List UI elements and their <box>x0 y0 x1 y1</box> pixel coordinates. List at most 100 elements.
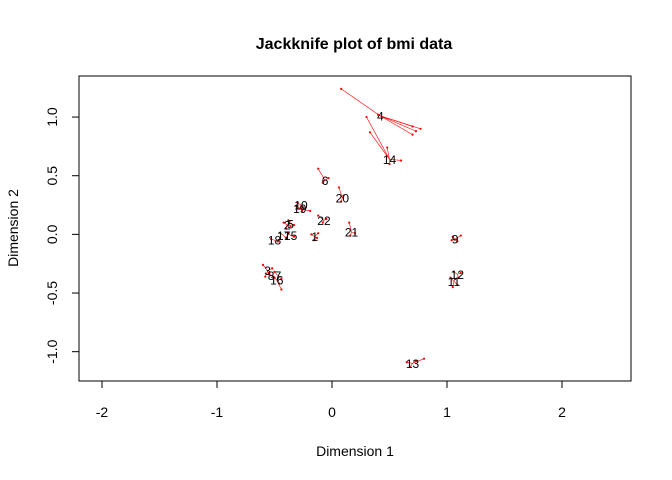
x-tick-label: 0 <box>328 404 336 420</box>
jackknife-segment <box>380 115 417 132</box>
point-label: 2 <box>284 218 291 232</box>
jackknife-point <box>368 131 372 134</box>
jackknife-point <box>450 239 453 242</box>
jackknife-point <box>411 133 414 136</box>
y-tick-label: 0.0 <box>44 224 60 244</box>
y-tick-label: 0.5 <box>44 166 60 186</box>
jackknife-point <box>457 276 460 279</box>
jackknife-point <box>280 277 283 281</box>
y-tick-label: -0.5 <box>44 281 60 305</box>
jackknife-point <box>325 218 328 221</box>
jackknife-point <box>376 113 380 116</box>
observation-11: 11 <box>448 275 461 289</box>
x-tick-label: -2 <box>96 404 109 420</box>
jackknife-point <box>292 235 296 238</box>
jackknife-point <box>411 125 414 128</box>
observation-22: 22 <box>317 214 331 228</box>
jackknife-point <box>296 201 299 204</box>
observation-14: 14 <box>365 115 403 167</box>
observation-6: 6 <box>317 167 330 188</box>
x-axis: -2 -1 0 1 2 <box>96 380 566 420</box>
jackknife-point <box>272 275 275 278</box>
jackknife-point <box>287 232 290 235</box>
jackknife-point <box>456 283 459 286</box>
jackknife-segment <box>380 115 413 135</box>
observation-16: 16 <box>270 274 284 291</box>
jackknife-point <box>414 359 418 363</box>
x-tick-label: 1 <box>443 404 451 420</box>
jackknife-point <box>273 270 276 274</box>
jackknife-point <box>312 239 315 242</box>
observation-9: 9 <box>450 233 462 247</box>
y-axis: -1.0 -0.5 0.0 0.5 1.0 <box>44 107 80 364</box>
jackknife-point <box>317 214 320 217</box>
observation-5: 5 <box>287 217 296 231</box>
jackknife-point <box>349 234 352 237</box>
jackknife-segment <box>454 235 461 240</box>
jackknife-segment <box>366 116 390 160</box>
jackknife-point <box>321 181 324 184</box>
jackknife-point <box>414 130 418 133</box>
observation-12: 12 <box>451 268 465 282</box>
point-label: 4 <box>377 109 384 123</box>
jackknife-point <box>419 127 422 130</box>
jackknife-point <box>451 235 454 238</box>
observation-7: 7 <box>273 269 283 283</box>
jackknife-point <box>386 146 389 149</box>
jackknife-point <box>267 271 270 275</box>
observation-15: 15 <box>284 229 298 243</box>
jackknife-point <box>342 194 345 197</box>
point-label: 1 <box>311 230 318 244</box>
jackknife-segment <box>412 358 425 364</box>
jackknife-point <box>261 263 265 266</box>
observation-19: 19 <box>293 202 312 216</box>
jackknife-point <box>340 87 343 91</box>
jackknife-point <box>269 237 273 241</box>
jackknife-point <box>317 167 320 170</box>
jackknife-point <box>327 176 330 180</box>
observation-17: 17 <box>277 229 291 243</box>
jackknife-segment <box>338 187 343 199</box>
jackknife-segment <box>389 158 402 161</box>
jackknife-point <box>409 365 412 369</box>
jackknife-point <box>271 267 274 270</box>
observation-18: 18 <box>268 234 282 248</box>
jackknife-point <box>388 162 391 166</box>
jackknife-segment <box>299 208 311 212</box>
y-tick-label: -1.0 <box>44 339 60 363</box>
point-label: 14 <box>383 153 397 167</box>
jackknife-point <box>284 227 288 230</box>
x-axis-label: Dimension 1 <box>316 443 394 459</box>
point-label: 10 <box>294 199 308 213</box>
jackknife-point <box>301 209 304 213</box>
jackknife-segment <box>369 132 390 160</box>
jackknife-point <box>337 186 340 189</box>
observation-10: 10 <box>294 199 308 213</box>
jackknife-point <box>279 232 282 235</box>
jackknife-point <box>451 286 454 289</box>
jackknife-point <box>280 288 283 291</box>
jackknife-point <box>264 275 267 278</box>
jackknife-point <box>353 232 357 235</box>
jackknife-point <box>405 361 408 364</box>
y-axis-label: Dimension 2 <box>5 189 21 267</box>
point-label: 8 <box>268 269 275 283</box>
observation-20: 20 <box>336 186 349 206</box>
x-tick-label: -1 <box>211 404 224 420</box>
jackknife-point <box>309 209 312 213</box>
x-tick-label: 2 <box>558 404 566 420</box>
point-label: 21 <box>345 226 359 240</box>
jackknife-segment <box>341 88 381 117</box>
point-label: 15 <box>284 229 298 243</box>
jackknife-point <box>276 240 280 243</box>
jackknife-segment <box>386 147 390 160</box>
jackknife-point <box>456 240 459 243</box>
jackknife-point <box>315 236 319 239</box>
chart-title: Jackknife plot of bmi data <box>256 36 453 53</box>
jackknife-point <box>399 159 403 162</box>
point-label: 19 <box>293 202 307 216</box>
jackknife-point <box>321 221 324 224</box>
jackknife-point <box>452 270 455 274</box>
observation-1: 1 <box>310 230 320 244</box>
